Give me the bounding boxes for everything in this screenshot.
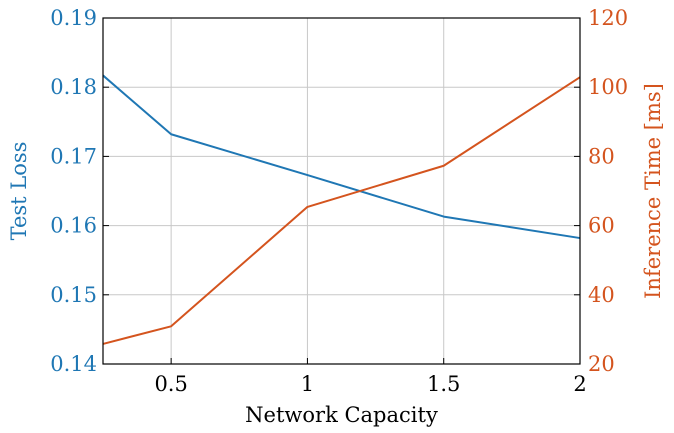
- left-y-tick-label: 0.18: [50, 75, 97, 99]
- x-tick-label: 1: [301, 372, 314, 396]
- right-y-tick-label: 60: [588, 214, 615, 238]
- right-y-tick-label: 80: [588, 144, 615, 168]
- tick-labels: 0.5 1 1.5 2 0.14 0.15 0.16 0.17 0.18 0.19 20 40 60 80…: [50, 6, 628, 396]
- grid-lines: [103, 17, 581, 365]
- left-y-tick-label: 0.14: [50, 352, 97, 376]
- left-y-tick-label: 0.16: [50, 214, 97, 238]
- tick-marks: [103, 17, 581, 365]
- x-tick-label: 2: [573, 372, 586, 396]
- left-y-tick-label: 0.19: [50, 6, 97, 30]
- right-y-axis-label: Inference Time [ms]: [641, 83, 665, 299]
- left-y-tick-label: 0.15: [50, 283, 97, 307]
- test-loss-line: [102, 74, 581, 240]
- right-y-tick-label: 40: [588, 283, 615, 307]
- inference-time-line: [102, 76, 581, 345]
- x-axis-label: Network Capacity: [245, 403, 438, 427]
- plot-frame: [102, 17, 581, 365]
- left-y-axis-label: Test Loss: [7, 142, 31, 241]
- x-tick-label: 1.5: [427, 372, 460, 396]
- right-y-tick-label: 120: [588, 6, 628, 30]
- x-tick-label: 0.5: [154, 372, 187, 396]
- left-y-tick-label: 0.17: [50, 144, 97, 168]
- series-layer: [102, 74, 581, 345]
- right-y-tick-label: 20: [588, 352, 615, 376]
- right-y-tick-label: 100: [588, 75, 628, 99]
